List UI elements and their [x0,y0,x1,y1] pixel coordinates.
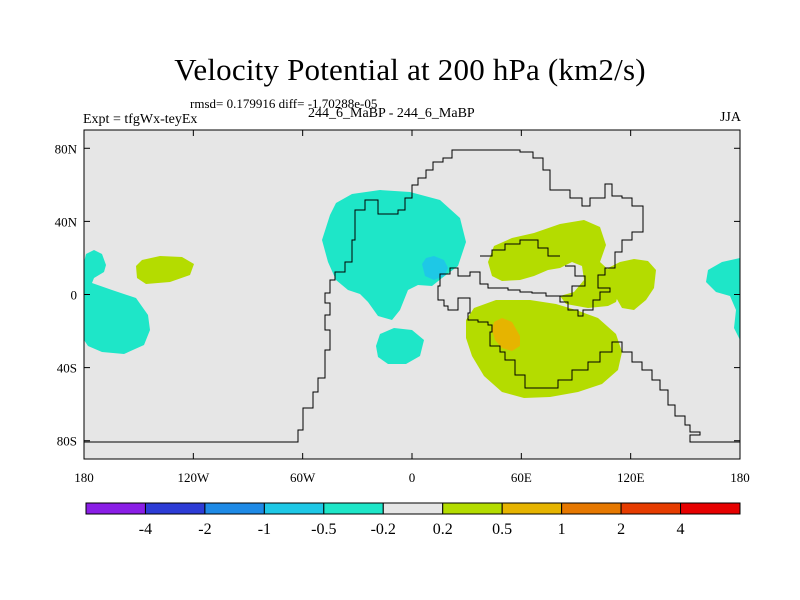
shaded-regions [84,190,740,398]
y-axis: 80N 40N 0 40S 80S [55,141,740,449]
colorbar-label: 0.2 [433,521,453,538]
y-tick-label: 40N [55,214,78,229]
colorbar-label: 1 [558,521,566,538]
coastline-europe [480,239,560,257]
x-tick-label: 0 [409,470,416,485]
region-south-atlantic-negative [376,328,424,364]
x-tick-label: 60W [290,470,316,485]
colorbar-swatch [442,502,503,515]
colorbar: -4 -2 -1 -0.5 -0.2 0.2 0.5 1 2 4 [85,502,741,538]
x-tick-label: 180 [730,470,750,485]
plot-title: Velocity Potential at 200 hPa (km2/s) [174,52,646,87]
colorbar-swatch [501,502,563,515]
y-tick-label: 40S [57,361,77,376]
map-plot-area [83,129,741,460]
x-tick-label: 60E [511,470,532,485]
colorbar-swatch [382,502,444,515]
region-pacific-west-positive [608,259,656,310]
region-pacific-east-positive [136,256,194,284]
colorbar-swatch [620,502,682,515]
colorbar-label: -0.5 [311,521,336,538]
colorbar-swatch [263,502,325,515]
colorbar-label: -1 [258,521,271,538]
colorbar-swatch [204,502,265,515]
region-atlantic-negative [322,190,466,320]
region-indian-ocean-core [492,318,520,351]
x-tick-label: 120E [617,470,645,485]
y-tick-label: 80S [57,434,77,449]
region-pacific-east-negative [84,250,150,354]
region-asia-indian-positive [488,220,620,308]
colorbar-label: -0.2 [371,521,396,538]
colorbar-swatch [85,502,146,515]
y-tick-label: 0 [71,288,78,303]
colorbar-label: -4 [139,521,152,538]
colorbar-swatch [561,502,622,515]
season-label: JJA [719,110,741,125]
colorbar-label: 2 [617,521,625,538]
x-axis: 180 120W 60W 0 60E 120E 180 [74,130,750,485]
experiment-label: Expt = tfgWx-teyEx [83,112,198,127]
x-tick-label: 180 [74,470,94,485]
coastline-maritime [560,265,586,297]
coastline-americas [84,149,740,443]
colorbar-label: -2 [198,521,211,538]
x-tick-label: 120W [177,470,210,485]
case-label: 244_6_MaBP - 244_6_MaBP [308,106,475,121]
colorbar-label: 4 [677,521,685,538]
colorbar-swatch [680,502,741,515]
colorbar-label: 0.5 [492,521,512,538]
y-tick-label: 80N [55,141,78,156]
colorbar-swatch [144,502,206,515]
colorbar-swatch [323,502,384,515]
stats-line: rmsd= 0.179916 diff= -1.70288e-05 [190,96,378,111]
region-dateline-negative [706,258,740,340]
